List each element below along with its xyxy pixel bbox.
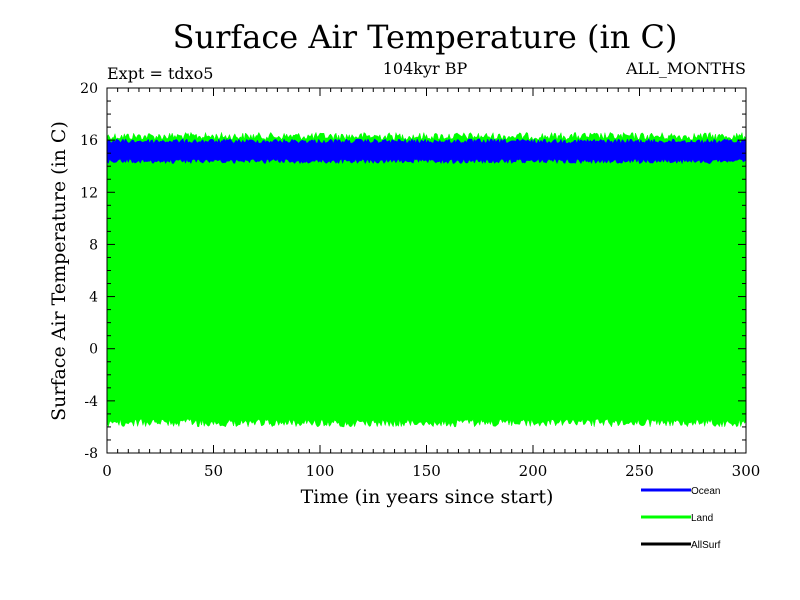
y-tick-label: 4 <box>89 290 98 306</box>
legend-label-allsurf: AllSurf <box>691 540 721 551</box>
x-tick-label: 150 <box>412 462 441 480</box>
x-tick-label: 100 <box>306 462 335 480</box>
x-tick-label: 300 <box>732 462 761 480</box>
x-axis-label: Time (in years since start) <box>301 486 554 508</box>
experiment-label: Expt = tdxo5 <box>107 64 213 83</box>
series-land <box>106 131 747 428</box>
y-tick-label: 12 <box>80 185 98 201</box>
chart-title: Surface Air Temperature (in C) <box>173 18 678 56</box>
chart-subtitle: 104kyr BP <box>383 59 468 78</box>
y-tick-label: 0 <box>89 342 98 358</box>
y-axis-label: Surface Air Temperature (in C) <box>48 121 70 421</box>
y-tick-label: -8 <box>84 446 98 462</box>
x-tick-label: 200 <box>519 462 548 480</box>
axes: 0 50 100 150 200 250 300 -8 -4 0 4 8 12 16 20 <box>80 81 760 480</box>
y-tick-label: 8 <box>89 237 98 253</box>
y-tick-label: -4 <box>84 394 98 410</box>
months-label: ALL_MONTHS <box>625 59 746 78</box>
plot-area <box>106 131 747 428</box>
legend-label-land: Land <box>691 513 713 524</box>
y-tick-label: 20 <box>80 81 98 97</box>
legend: Ocean Land AllSurf <box>641 486 721 551</box>
legend-label-ocean: Ocean <box>691 486 720 497</box>
x-tick-label: 0 <box>102 462 112 480</box>
x-tick-label: 50 <box>204 462 223 480</box>
y-tick-label: 16 <box>80 133 98 149</box>
x-tick-label: 250 <box>625 462 654 480</box>
series-ocean <box>106 138 747 165</box>
